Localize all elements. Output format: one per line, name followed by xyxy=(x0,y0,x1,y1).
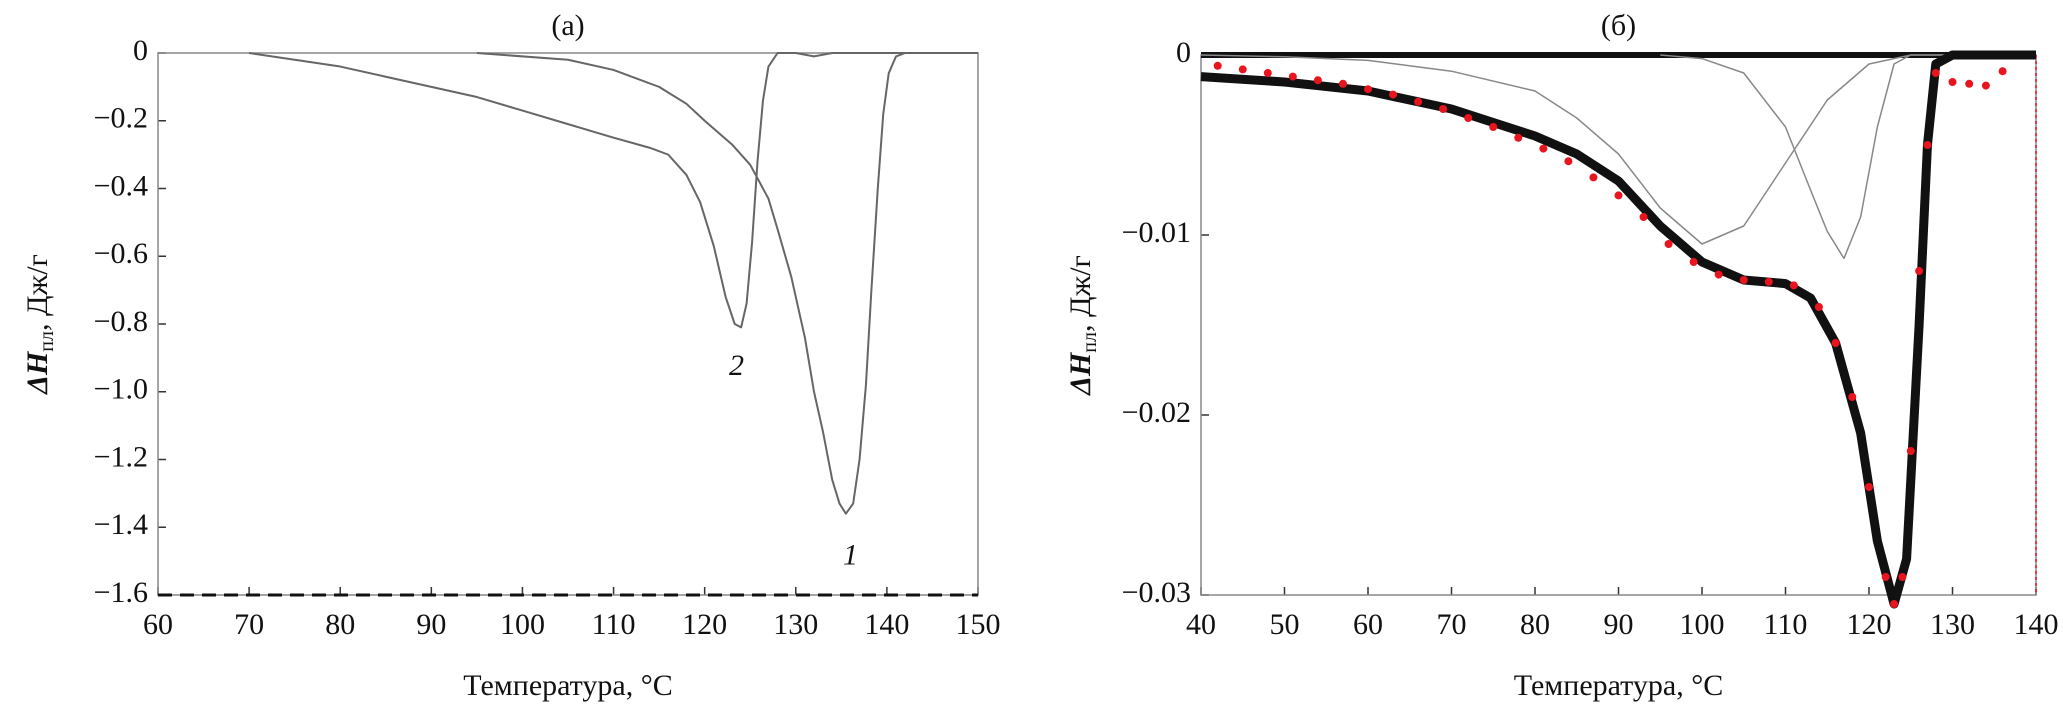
data-dot xyxy=(1981,81,1990,90)
x-tick-label: 90 xyxy=(416,608,446,641)
data-line xyxy=(248,52,978,329)
x-tick-label: 110 xyxy=(592,608,636,641)
x-tick-label: 90 xyxy=(1604,608,1634,641)
data-dot xyxy=(1213,61,1222,70)
y-tick-label: −0.03 xyxy=(1122,576,1191,609)
y-tick-label: −0.4 xyxy=(94,169,148,202)
x-tick-label: 100 xyxy=(500,608,545,641)
x-tick-label: 130 xyxy=(773,608,818,641)
x-tick-label: 120 xyxy=(1847,608,1892,641)
data-dot xyxy=(1639,213,1648,221)
data-dot xyxy=(1689,258,1698,266)
y-tick-label: −1.4 xyxy=(94,508,148,541)
data-line xyxy=(1200,50,2036,609)
y-tick-label: −0.02 xyxy=(1122,396,1191,429)
y-tick-label: −0.2 xyxy=(94,102,148,135)
x-tick-label: 40 xyxy=(1186,608,1216,641)
data-dot xyxy=(1881,573,1890,581)
y-label-unit: , Дж/г xyxy=(21,254,54,331)
data-dot xyxy=(1848,393,1857,401)
data-dot xyxy=(1589,173,1598,182)
y-tick-label: −1.6 xyxy=(94,576,148,609)
data-dot xyxy=(1831,339,1840,347)
x-axis-label: Температура, °C xyxy=(463,669,672,702)
plot-frame xyxy=(157,52,979,596)
data-dot xyxy=(1313,76,1322,85)
y-label-main: ΔH xyxy=(21,350,54,395)
chart-title: (б) xyxy=(1601,9,1636,42)
data-dot xyxy=(1364,85,1372,94)
data-line xyxy=(476,52,978,515)
data-dot xyxy=(1739,276,1748,284)
x-tick-label: 50 xyxy=(1270,608,1300,641)
data-dot xyxy=(1564,157,1573,166)
x-tick-label: 140 xyxy=(2014,608,2059,641)
data-dot xyxy=(1664,240,1673,248)
annotation: 1 xyxy=(843,539,858,572)
data-dot xyxy=(1238,65,1247,74)
x-tick-label: 120 xyxy=(682,608,727,641)
data-dot xyxy=(1898,573,1907,581)
x-tick-label: 60 xyxy=(1353,608,1383,641)
x-tick-label: 140 xyxy=(864,608,909,641)
x-tick-label: 80 xyxy=(325,608,355,641)
data-dot xyxy=(1865,483,1873,491)
x-tick-label: 100 xyxy=(1680,608,1725,641)
y-label-sub: пл xyxy=(1079,332,1101,353)
data-dot xyxy=(1614,191,1623,200)
x-tick-label: 110 xyxy=(1764,608,1808,641)
chart-title: (а) xyxy=(551,9,584,42)
data-dot xyxy=(1439,105,1448,113)
y-tick-label: 0 xyxy=(1176,36,1191,69)
data-dot xyxy=(1389,90,1398,99)
data-dot xyxy=(1514,133,1523,142)
y-label-main: ΔH xyxy=(1064,351,1097,396)
x-axis-label: Температура, °C xyxy=(1514,669,1723,702)
y-axis-label: ΔHпл, Дж/г xyxy=(21,254,58,395)
y-tick-label: −1.0 xyxy=(94,373,148,406)
x-tick-label: 60 xyxy=(143,608,173,641)
y-tick-label: −0.01 xyxy=(1122,216,1191,249)
data-dot xyxy=(1890,600,1899,608)
data-dot xyxy=(1714,270,1723,279)
y-tick-label: −0.6 xyxy=(94,237,148,270)
y-tick-label: −0.8 xyxy=(94,305,148,338)
data-dot xyxy=(1998,67,2007,76)
data-dot xyxy=(1948,78,1957,86)
data-dot xyxy=(1789,281,1798,290)
data-line xyxy=(1200,54,2036,245)
data-dot xyxy=(1764,277,1773,286)
data-dot xyxy=(1288,72,1297,81)
data-dot xyxy=(1814,303,1823,311)
y-label-unit: , Дж/г xyxy=(1064,255,1097,332)
data-dot xyxy=(1931,69,1940,77)
data-dot xyxy=(1414,97,1423,106)
x-tick-label: 80 xyxy=(1520,608,1550,641)
x-tick-label: 150 xyxy=(956,608,1001,641)
data-dot xyxy=(1923,141,1932,149)
x-tick-label: 70 xyxy=(234,608,264,641)
data-dot xyxy=(1906,447,1915,455)
x-tick-label: 70 xyxy=(1437,608,1467,641)
annotation: 2 xyxy=(729,349,744,382)
y-axis-label: ΔHпл, Дж/г xyxy=(1064,255,1101,396)
x-tick-label: 130 xyxy=(1930,608,1975,641)
data-dot xyxy=(1965,79,1974,88)
data-dot xyxy=(1263,69,1272,77)
data-dot xyxy=(1539,144,1548,153)
y-tick-label: 0 xyxy=(133,34,148,67)
data-dot xyxy=(1338,79,1347,88)
data-line xyxy=(1660,54,2036,260)
y-label-sub: пл xyxy=(36,331,58,352)
data-dot xyxy=(1915,267,1924,275)
data-dot xyxy=(1464,114,1473,122)
y-tick-label: −1.2 xyxy=(94,440,148,473)
data-dot xyxy=(1489,123,1498,131)
